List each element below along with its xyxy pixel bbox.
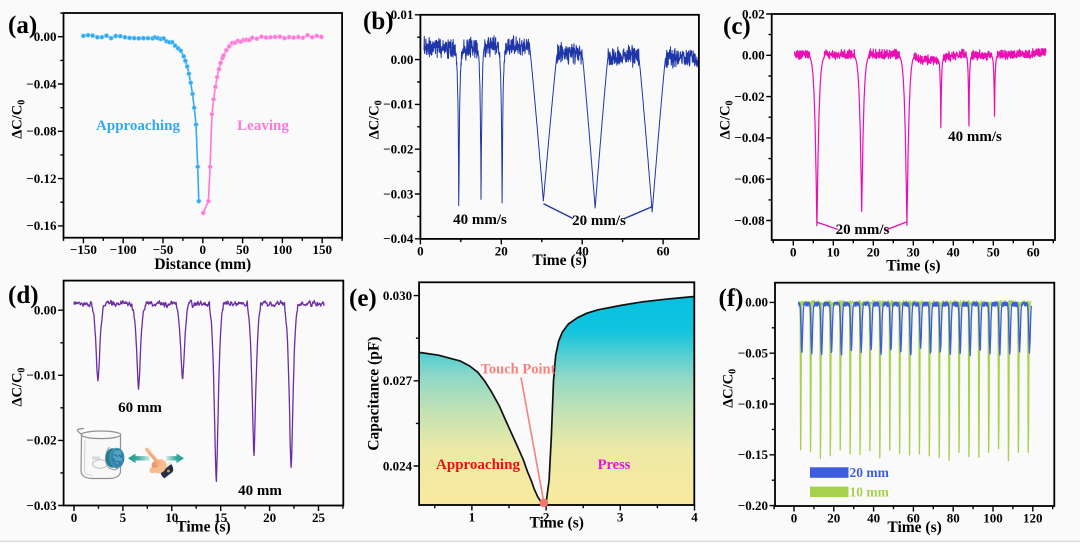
svg-text:1: 1 [469,510,476,525]
svg-text:10: 10 [165,510,178,525]
svg-text:0.027: 0.027 [383,373,413,388]
svg-text:−0.04: −0.04 [735,130,766,145]
svg-text:40 mm/s: 40 mm/s [453,212,507,228]
svg-text:Touch Point: Touch Point [481,362,556,378]
svg-text:0: 0 [791,511,798,526]
svg-text:−0.15: −0.15 [738,447,769,462]
svg-text:50: 50 [987,245,1000,260]
svg-text:60: 60 [1027,245,1040,260]
svg-text:0.00: 0.00 [742,48,765,63]
svg-text:−0.02: −0.02 [383,142,413,157]
svg-text:Capacitance (pF): Capacitance (pF) [366,337,383,451]
svg-text:10 mm: 10 mm [850,484,890,499]
svg-text:30: 30 [907,245,920,260]
svg-text:60: 60 [907,511,920,526]
svg-text:3: 3 [617,510,624,525]
svg-text:0.01: 0.01 [391,7,414,22]
svg-text:2: 2 [543,510,550,525]
svg-text:120: 120 [1023,511,1043,526]
svg-text:−0.05: −0.05 [738,346,769,361]
svg-text:20: 20 [827,511,840,526]
svg-text:Time (s): Time (s) [886,258,940,275]
svg-text:Approaching: Approaching [436,457,520,473]
svg-text:(c): (c) [723,13,751,40]
svg-text:40: 40 [867,511,880,526]
svg-text:−0.16: −0.16 [26,218,57,233]
svg-text:(f): (f) [719,285,744,312]
svg-text:80: 80 [947,511,960,526]
svg-text:−50: −50 [153,242,173,257]
svg-text:20 mm/s: 20 mm/s [836,222,890,238]
svg-text:(e): (e) [349,285,377,312]
svg-text:0.00: 0.00 [391,52,414,67]
svg-text:−0.01: −0.01 [383,97,413,112]
svg-text:−0.04: −0.04 [383,231,414,246]
svg-text:10: 10 [827,245,840,260]
svg-text:0: 0 [790,245,797,260]
svg-text:−0.08: −0.08 [26,124,57,139]
svg-text:40: 40 [576,243,589,258]
svg-text:Approaching: Approaching [96,118,180,134]
svg-text:−0.03: −0.03 [26,498,57,513]
svg-text:−0.03: −0.03 [383,186,414,201]
svg-text:0.024: 0.024 [383,458,413,473]
svg-text:40 mm: 40 mm [238,483,282,499]
svg-text:20: 20 [495,243,508,258]
svg-text:0.00: 0.00 [34,29,57,44]
svg-text:ΔC/C0: ΔC/C0 [10,100,28,139]
svg-text:4: 4 [691,510,698,525]
svg-text:(a): (a) [8,12,37,39]
svg-text:−0.02: −0.02 [735,89,765,104]
svg-text:Leaving: Leaving [237,118,289,134]
svg-text:−0.06: −0.06 [735,172,766,187]
svg-text:100: 100 [983,511,1003,526]
svg-text:20: 20 [263,510,276,525]
svg-text:150: 150 [312,242,332,257]
svg-text:Time (s): Time (s) [530,515,584,532]
svg-text:20 mm: 20 mm [850,465,890,480]
svg-text:100: 100 [273,242,293,257]
svg-text:−100: −100 [110,242,137,257]
svg-text:Press: Press [598,457,631,473]
svg-text:0.030: 0.030 [383,288,412,303]
svg-text:−0.20: −0.20 [738,498,768,513]
svg-text:0.00: 0.00 [745,295,768,310]
svg-text:Distance (mm): Distance (mm) [154,256,251,273]
svg-text:ΔC/C0: ΔC/C0 [721,369,739,408]
svg-text:0.00: 0.00 [34,303,57,318]
svg-text:−0.12: −0.12 [26,171,56,186]
svg-text:60: 60 [657,243,670,258]
svg-text:0: 0 [71,510,78,525]
svg-text:20: 20 [867,245,880,260]
svg-text:Time (s): Time (s) [176,518,230,535]
svg-text:−150: −150 [70,242,97,257]
svg-text:−0.04: −0.04 [26,76,57,91]
svg-text:−0.08: −0.08 [735,213,766,228]
svg-text:0: 0 [200,242,207,257]
svg-text:60 mm: 60 mm [118,400,162,416]
svg-text:(d): (d) [8,282,39,309]
svg-text:40: 40 [947,245,960,260]
svg-text:ΔC/C0: ΔC/C0 [367,100,385,139]
svg-text:−0.10: −0.10 [738,396,768,411]
svg-text:−0.01: −0.01 [26,368,56,383]
svg-text:−0.02: −0.02 [26,433,56,448]
svg-text:(b): (b) [363,8,394,35]
svg-text:ΔC/C0: ΔC/C0 [718,100,736,139]
svg-text:0: 0 [417,243,424,258]
svg-text:Time (s): Time (s) [887,519,941,536]
svg-text:Time (s): Time (s) [532,252,586,269]
svg-text:0.02: 0.02 [742,6,765,21]
svg-text:20 mm/s: 20 mm/s [572,213,626,229]
svg-text:5: 5 [120,510,127,525]
svg-text:15: 15 [214,510,228,525]
svg-text:50: 50 [236,242,249,257]
svg-text:25: 25 [312,510,326,525]
svg-text:40 mm/s: 40 mm/s [948,129,1002,145]
svg-text:ΔC/C0: ΔC/C0 [10,368,28,407]
